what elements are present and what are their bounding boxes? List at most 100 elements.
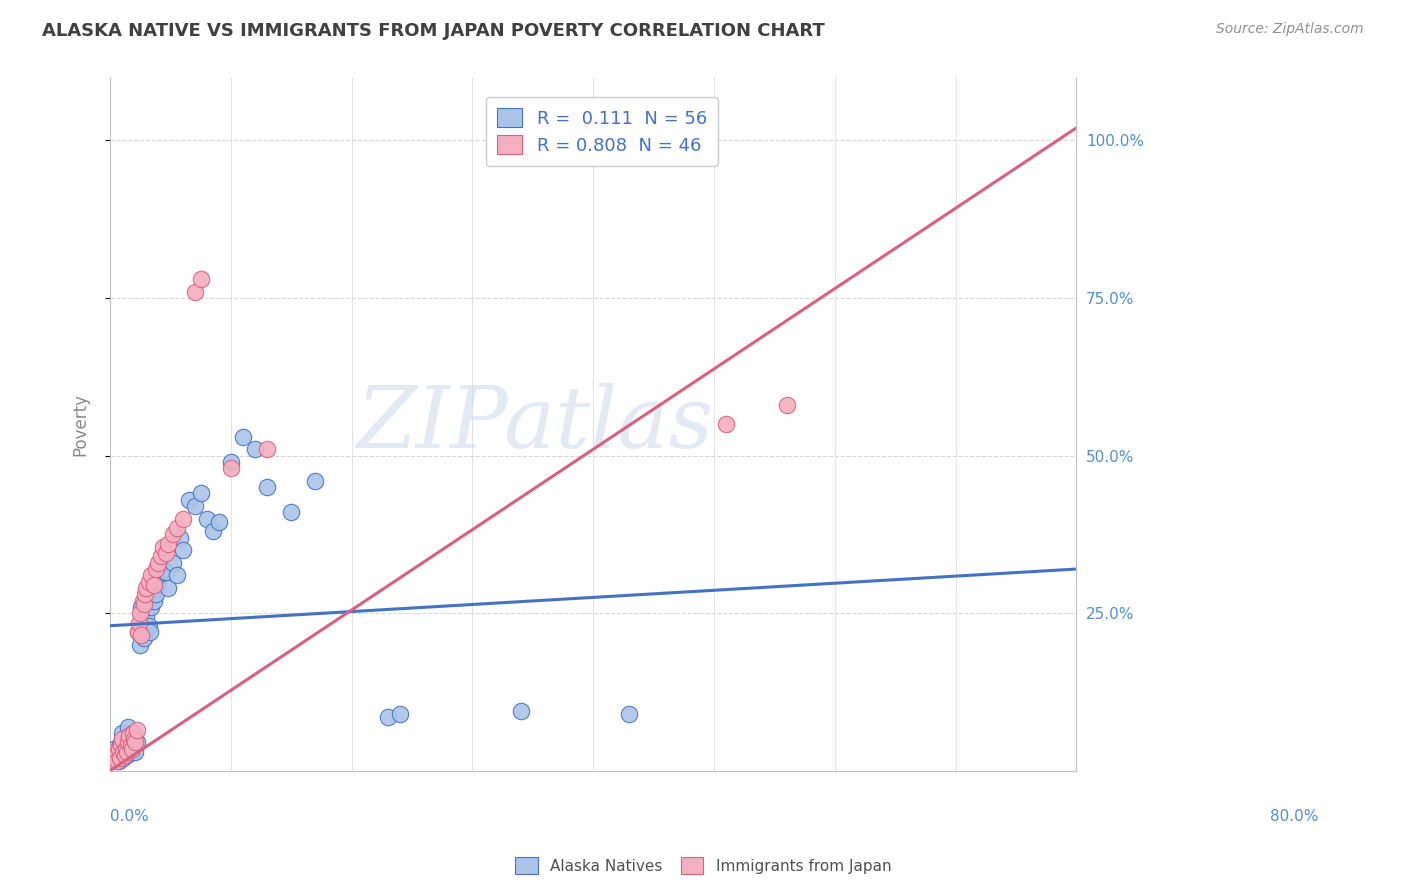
Point <box>162 556 184 570</box>
Point <box>135 609 157 624</box>
Point <box>155 546 177 560</box>
Point <box>152 562 174 576</box>
Point <box>107 741 129 756</box>
Point <box>105 754 128 768</box>
Point <box>131 628 153 642</box>
Point <box>111 732 134 747</box>
Point <box>619 706 641 721</box>
Point <box>232 430 254 444</box>
Point <box>117 720 139 734</box>
Point <box>172 543 194 558</box>
Text: Source: ZipAtlas.com: Source: ZipAtlas.com <box>1216 22 1364 37</box>
Point <box>149 565 172 579</box>
Point <box>103 741 125 756</box>
Point <box>145 562 167 576</box>
Point <box>377 710 399 724</box>
Point <box>125 735 148 749</box>
Point <box>111 726 134 740</box>
Point <box>120 739 142 753</box>
Point <box>138 574 160 589</box>
Text: 80.0%: 80.0% <box>1270 809 1317 824</box>
Point <box>304 474 326 488</box>
Point <box>114 741 136 756</box>
Point <box>149 549 172 564</box>
Point <box>118 729 141 743</box>
Point <box>122 732 145 747</box>
Point <box>127 625 149 640</box>
Point <box>139 568 162 582</box>
Point <box>138 619 160 633</box>
Point <box>155 565 177 579</box>
Point <box>125 723 148 737</box>
Point <box>115 745 138 759</box>
Text: ALASKA NATIVE VS IMMIGRANTS FROM JAPAN POVERTY CORRELATION CHART: ALASKA NATIVE VS IMMIGRANTS FROM JAPAN P… <box>42 22 825 40</box>
Point <box>121 741 143 756</box>
Point <box>128 615 150 630</box>
Point <box>157 581 180 595</box>
Point <box>129 606 152 620</box>
Point <box>714 417 737 431</box>
Point <box>162 527 184 541</box>
Point <box>166 568 188 582</box>
Point <box>388 706 411 721</box>
Legend: R =  0.111  N = 56, R = 0.808  N = 46: R = 0.111 N = 56, R = 0.808 N = 46 <box>486 97 718 166</box>
Point <box>124 735 146 749</box>
Point <box>118 729 141 743</box>
Text: 0.0%: 0.0% <box>110 809 149 824</box>
Point <box>148 556 170 570</box>
Point <box>166 521 188 535</box>
Point <box>111 732 134 747</box>
Y-axis label: Poverty: Poverty <box>72 392 89 456</box>
Text: ZIPatlas: ZIPatlas <box>357 383 714 466</box>
Point <box>139 599 162 614</box>
Point <box>256 480 278 494</box>
Point <box>132 632 155 646</box>
Point <box>172 511 194 525</box>
Point <box>142 578 165 592</box>
Point <box>219 455 242 469</box>
Legend: Alaska Natives, Immigrants from Japan: Alaska Natives, Immigrants from Japan <box>509 851 897 880</box>
Point <box>152 540 174 554</box>
Point <box>122 726 145 740</box>
Point <box>114 747 136 762</box>
Point <box>183 285 205 299</box>
Point <box>169 531 191 545</box>
Point <box>131 599 153 614</box>
Point <box>117 735 139 749</box>
Point <box>143 581 166 595</box>
Point <box>110 745 132 759</box>
Point <box>509 704 531 718</box>
Point <box>129 638 152 652</box>
Point <box>107 754 129 768</box>
Point <box>103 745 125 759</box>
Point <box>134 587 156 601</box>
Point <box>122 732 145 747</box>
Point <box>183 499 205 513</box>
Point <box>201 524 224 539</box>
Point <box>127 625 149 640</box>
Point <box>114 735 136 749</box>
Point <box>120 739 142 753</box>
Point <box>121 745 143 759</box>
Point <box>112 745 135 759</box>
Point <box>124 745 146 759</box>
Point <box>132 597 155 611</box>
Point <box>190 486 212 500</box>
Point <box>108 739 131 753</box>
Point <box>105 747 128 762</box>
Point <box>177 492 200 507</box>
Point <box>142 593 165 607</box>
Point <box>122 726 145 740</box>
Point <box>195 511 218 525</box>
Point <box>112 751 135 765</box>
Point <box>219 461 242 475</box>
Point <box>108 751 131 765</box>
Point <box>243 442 266 457</box>
Point <box>139 625 162 640</box>
Point <box>135 581 157 595</box>
Point <box>148 574 170 589</box>
Point <box>114 741 136 756</box>
Point <box>110 739 132 753</box>
Point <box>104 751 127 765</box>
Point <box>775 398 797 412</box>
